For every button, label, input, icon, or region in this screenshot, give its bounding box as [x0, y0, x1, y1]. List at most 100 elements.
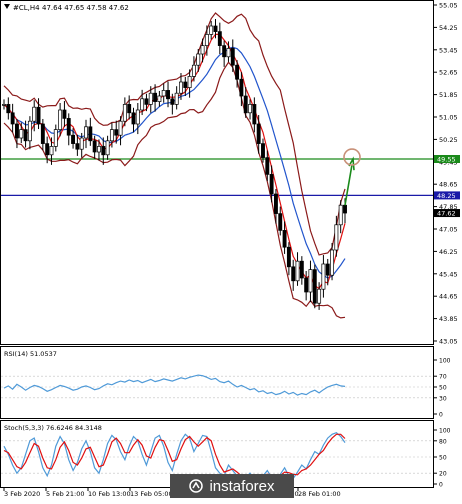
candle-body — [14, 123, 19, 139]
candle-body — [209, 25, 214, 35]
price-tick-label: 45.45 — [439, 270, 458, 278]
rsi-panel — [0, 346, 434, 419]
fast-ma-line — [3, 33, 346, 290]
candle-body — [144, 98, 149, 105]
candle-body — [196, 53, 201, 66]
candle-body — [230, 48, 235, 66]
target-circle — [343, 148, 361, 166]
candle-body — [338, 204, 343, 226]
candle-body — [183, 81, 188, 88]
price-tick-label: 46.25 — [439, 248, 458, 256]
main-panel — [0, 0, 434, 345]
rsi-line — [3, 374, 346, 396]
candle-body — [71, 134, 76, 144]
candle-body — [161, 90, 166, 97]
candle-body — [23, 129, 28, 142]
candle-body — [174, 92, 179, 105]
level-price-tag — [434, 191, 460, 200]
candle-body — [179, 81, 183, 94]
level-price-tag — [434, 155, 460, 163]
indicator-tick-label: 50 — [439, 385, 447, 392]
target-arrow — [344, 164, 353, 206]
indicator-tick-label: 100 — [439, 358, 451, 365]
price-tick-label: 48.65 — [439, 181, 458, 189]
candle-body — [248, 104, 252, 114]
candle-body — [40, 123, 45, 144]
indicator-tick-label: 70 — [439, 374, 447, 381]
candle-body — [75, 143, 80, 150]
candle-body — [222, 45, 227, 58]
slow-ma-line — [3, 46, 346, 279]
stoch-label: Stoch(5,3,3) 76.6246 84.3148 — [4, 424, 102, 432]
candle-body — [235, 64, 240, 80]
watermark: instaforex — [170, 474, 294, 498]
candle-body — [27, 120, 32, 142]
candle-body — [269, 174, 274, 195]
candle-body — [92, 140, 97, 153]
bollinger-lower-line — [3, 61, 346, 319]
candle-body — [135, 109, 140, 125]
candle-body — [131, 112, 136, 125]
rsi-label: RSI(14) 51.0537 — [4, 350, 57, 358]
price-tick-label: 43.05 — [439, 338, 458, 346]
candle-body — [291, 266, 296, 282]
candle-body — [295, 260, 300, 282]
price-tick-label: 53.45 — [439, 46, 458, 54]
candle-body — [66, 118, 71, 136]
candle-body — [97, 146, 101, 153]
time-tick-label: 28 Feb 01:00 — [298, 490, 341, 498]
level-price-tag — [434, 209, 460, 218]
candle-body — [105, 140, 110, 156]
candle-body — [79, 137, 84, 150]
stoch-d-line — [3, 433, 346, 479]
candle-body — [49, 146, 54, 156]
candle-body — [10, 112, 15, 125]
indicator-tick-label: 30 — [439, 395, 447, 402]
bollinger-upper-line — [3, 12, 346, 256]
candle-body — [261, 143, 265, 158]
indicator-tick-label: 0 — [439, 482, 443, 489]
candle-body — [84, 126, 88, 139]
candle-body — [32, 106, 37, 122]
candle-body — [118, 120, 123, 136]
instaforex-logo-icon — [189, 479, 204, 493]
candle-body — [114, 129, 119, 136]
price-tick-label: 44.65 — [439, 293, 458, 301]
candle-body — [2, 104, 6, 106]
candle-body — [321, 263, 326, 290]
candle-body — [286, 246, 291, 268]
candle-body — [200, 45, 205, 55]
price-tick-label: 50.25 — [439, 136, 458, 144]
candle-body — [239, 78, 244, 97]
candle-body — [109, 129, 114, 142]
price-tick-label: 55.05 — [439, 2, 458, 10]
indicator-tick-label: 80 — [439, 438, 447, 445]
time-tick-label: 5 Feb 21:00 — [46, 490, 85, 498]
candle-body — [36, 106, 41, 125]
candle-body — [308, 269, 313, 293]
candle-body — [312, 269, 317, 304]
candle-body — [122, 104, 127, 122]
ohlc-readout: 47.64 47.65 47.58 47.62 — [42, 4, 129, 12]
level-price-label: 49.55 — [437, 156, 456, 164]
time-tick-label: 13 Feb 05:00 — [130, 490, 173, 498]
candle-body — [278, 213, 283, 231]
indicator-tick-label: 20 — [439, 471, 447, 478]
level-price-label: 47.62 — [437, 210, 456, 218]
candle-body — [243, 95, 248, 114]
time-tick-label: 3 Feb 2020 — [4, 490, 40, 498]
collapse-triangle-icon[interactable] — [4, 4, 10, 9]
indicator-tick-label: 0 — [439, 412, 443, 419]
watermark-text: instaforex — [209, 477, 275, 495]
price-tick-label: 51.85 — [439, 91, 458, 99]
level-price-label: 48.25 — [437, 192, 456, 200]
indicator-tick-label: 50 — [439, 455, 447, 462]
candle-body — [252, 104, 257, 125]
candle-body — [282, 230, 287, 248]
candle-body — [217, 31, 222, 46]
candle-body — [88, 126, 93, 142]
candle-body — [187, 76, 192, 88]
candle-body — [226, 48, 231, 58]
price-tick-label: 54.25 — [439, 24, 458, 32]
